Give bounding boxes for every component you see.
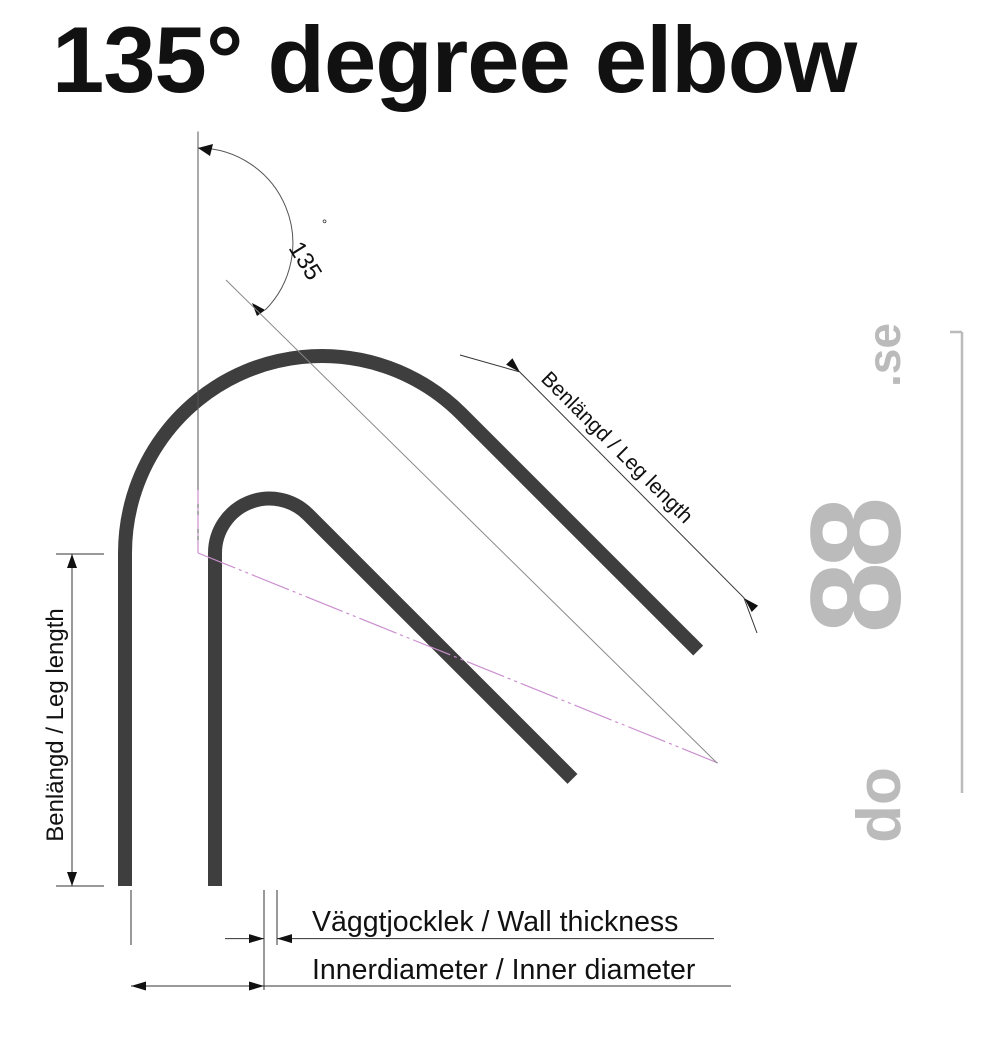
svg-text:88: 88 <box>785 500 928 633</box>
svg-text:°: ° <box>314 217 329 229</box>
svg-text:Innerdiameter / Inner diameter: Innerdiameter / Inner diameter <box>312 954 696 986</box>
svg-text:.se: .se <box>858 323 910 387</box>
svg-text:Väggtjocklek / Wall thickness: Väggtjocklek / Wall thickness <box>312 906 678 938</box>
svg-text:Benlängd / Leg length: Benlängd / Leg length <box>42 608 69 842</box>
svg-text:135: 135 <box>283 237 327 285</box>
svg-text:do: do <box>845 767 914 843</box>
